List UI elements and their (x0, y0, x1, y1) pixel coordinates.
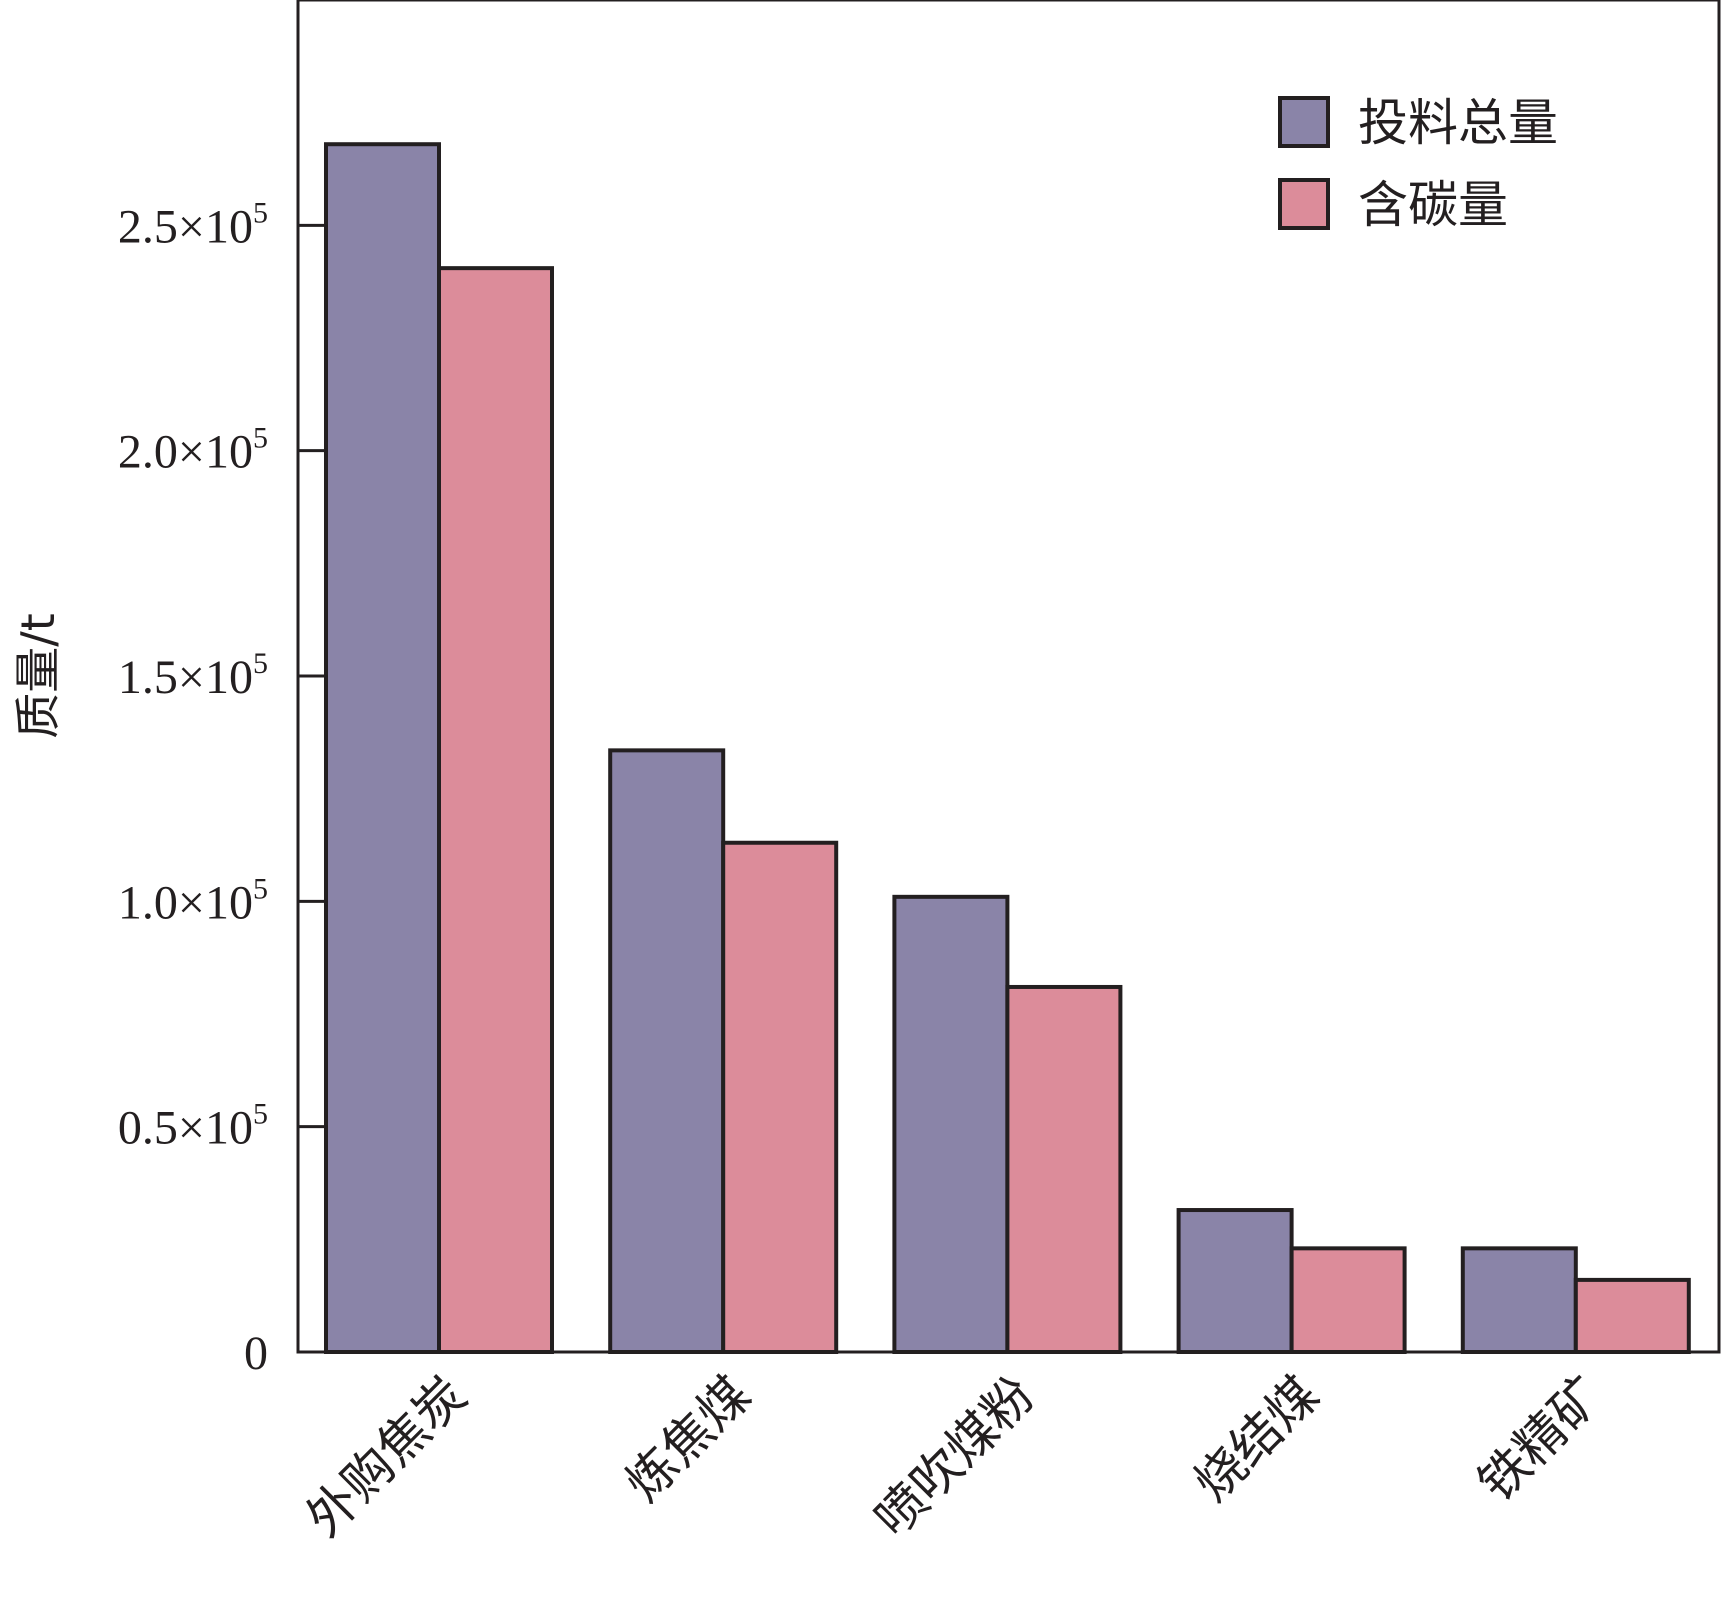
y-tick-exponent: 5 (253, 647, 268, 680)
y-tick-exponent: 5 (253, 1098, 268, 1131)
y-tick-label: 2.5×105 (118, 196, 268, 253)
legend-label: 含碳量 (1358, 176, 1508, 234)
y-tick-exponent: 5 (253, 422, 268, 455)
bar-total-input-3 (892, 894, 1010, 1354)
y-axis: 0 0.5×105 1.0×105 1.5×105 2.0×105 2.5×105 (118, 196, 324, 1380)
y-tick-label: 1.0×105 (118, 872, 268, 929)
x-category-label: 烧结煤 (1183, 1365, 1330, 1512)
x-axis: 外购焦炭 炼焦煤 喷吹煤粉 烧结煤 铁精矿 (295, 1365, 1614, 1547)
bar-total-input-4 (1176, 1208, 1294, 1355)
bar-total-input-5 (1460, 1246, 1578, 1355)
legend-label: 投料总量 (1358, 94, 1558, 152)
y-tick-exponent: 5 (253, 196, 268, 229)
bars-layer (324, 142, 1691, 1355)
x-category-label: 铁精矿 (1467, 1365, 1614, 1512)
bar-carbon-content-3 (1005, 984, 1123, 1355)
x-category-label: 炼焦煤 (615, 1365, 762, 1512)
legend-swatch (1278, 178, 1330, 230)
y-axis-label: 质量/t (11, 613, 65, 739)
y-tick-exponent: 5 (253, 872, 268, 905)
y-tick-label: 0.5×105 (118, 1098, 268, 1155)
bar-carbon-content-5 (1573, 1277, 1691, 1354)
y-tick-label: 2.0×105 (118, 422, 268, 479)
x-category-label: 喷吹煤粉 (863, 1365, 1045, 1547)
x-category-label: 外购焦炭 (295, 1365, 477, 1547)
y-tick-label: 0 (244, 1327, 268, 1380)
bar-carbon-content-1 (437, 266, 554, 1355)
bar-carbon-content-2 (721, 840, 839, 1354)
legend-swatch (1278, 96, 1330, 148)
y-tick-label: 1.5×105 (118, 647, 268, 704)
bar-carbon-content-4 (1289, 1246, 1407, 1355)
bar-total-input-2 (608, 748, 726, 1354)
bar-total-input-1 (324, 142, 441, 1354)
